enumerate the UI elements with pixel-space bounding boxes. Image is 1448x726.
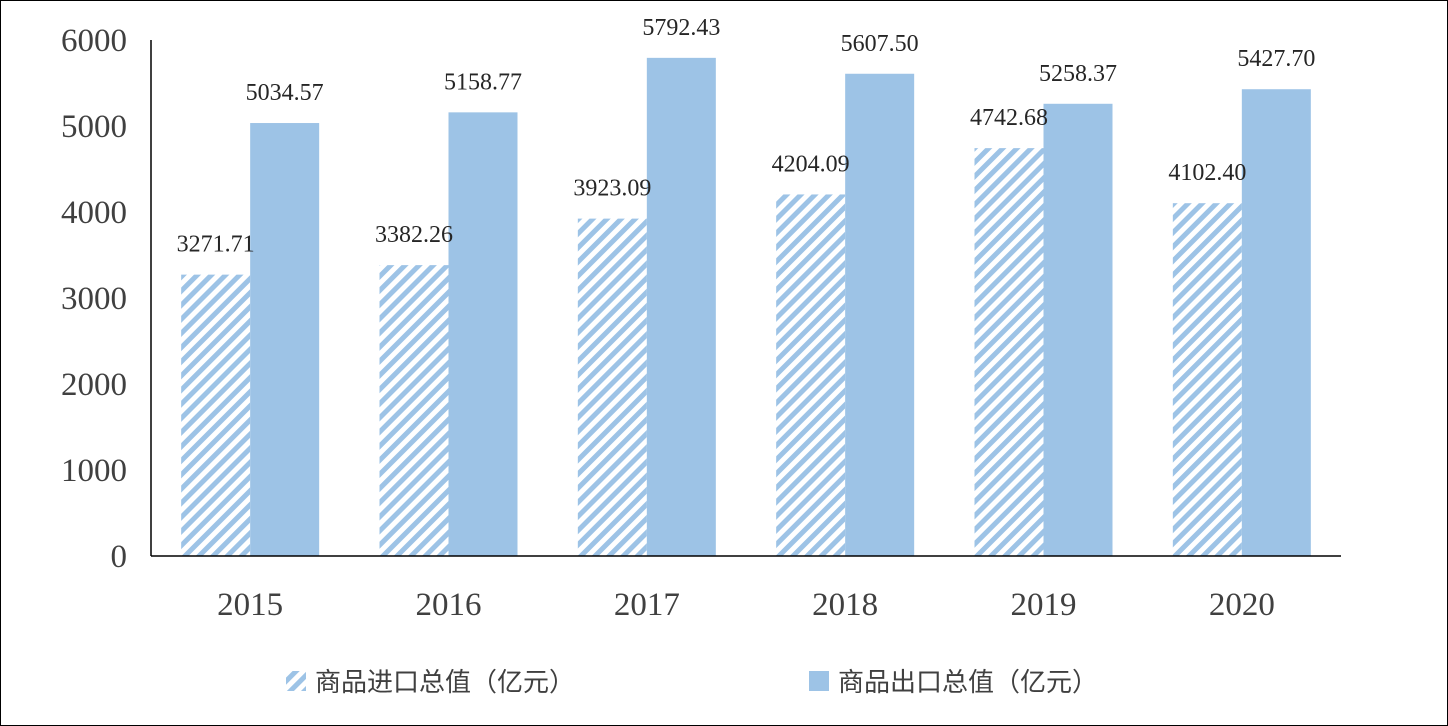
export-value-label-2020: 5427.70 xyxy=(1237,46,1315,72)
y-axis: 0 1000 2000 3000 4000 5000 6000 xyxy=(61,23,152,575)
y-tick-label: 5000 xyxy=(61,109,127,145)
y-tick-label: 1000 xyxy=(61,453,127,489)
legend: 商品进口总值（亿元） 商品出口总值（亿元） xyxy=(286,668,1098,698)
y-tick-label: 2000 xyxy=(61,367,127,403)
import-bar-2015 xyxy=(181,274,251,556)
y-tick-label: 6000 xyxy=(61,23,127,59)
x-tick-label-2015: 2015 xyxy=(217,587,283,623)
export-value-label-2016: 5158.77 xyxy=(444,69,522,95)
export-bar-2019 xyxy=(1043,103,1113,556)
export-bar-2017 xyxy=(646,57,716,557)
y-tick-label: 4000 xyxy=(61,195,127,231)
export-value-label-2018: 5607.50 xyxy=(841,31,919,57)
export-value-label-2017: 5792.43 xyxy=(642,15,720,41)
import-value-label-2019: 4742.68 xyxy=(970,105,1048,131)
export-bar-2016 xyxy=(448,112,518,557)
legend-swatch-1 xyxy=(286,671,306,691)
export-bar-2018 xyxy=(845,73,915,556)
data-labels: 3271.71 5034.57 3382.26 5158.77 3923.09 5792.… xyxy=(177,15,1316,258)
export-bar-2020 xyxy=(1241,89,1311,556)
import-bar-2016 xyxy=(379,265,449,556)
legend-swatch-2 xyxy=(809,671,829,691)
x-tick-label-2020: 2020 xyxy=(1209,587,1275,623)
legend-label-1: 商品进口总值（亿元） xyxy=(315,668,575,698)
x-tick-label-2017: 2017 xyxy=(614,587,680,623)
export-value-label-2019: 5258.37 xyxy=(1039,61,1117,87)
import-value-label-2016: 3382.26 xyxy=(375,222,453,248)
x-tick-label-2018: 2018 xyxy=(812,587,878,623)
import-bar-2017 xyxy=(577,218,647,556)
import-bar-2020 xyxy=(1172,203,1242,556)
bars xyxy=(181,57,1311,557)
import-bar-2018 xyxy=(776,194,846,557)
legend-label-2: 商品出口总值（亿元） xyxy=(838,668,1098,698)
x-tick-label-2019: 2019 xyxy=(1011,587,1077,623)
export-bar-2015 xyxy=(250,123,320,556)
import-bar-2019 xyxy=(974,148,1044,556)
y-tick-label: 3000 xyxy=(61,281,127,317)
import-value-label-2017: 3923.09 xyxy=(573,176,651,202)
import-value-label-2015: 3271.71 xyxy=(177,232,255,258)
x-tick-label-2016: 2016 xyxy=(416,587,482,623)
import-value-label-2018: 4204.09 xyxy=(772,151,850,177)
import-value-label-2020: 4102.40 xyxy=(1168,160,1246,186)
x-axis: 2015 2016 2017 2018 2019 2020 xyxy=(151,555,1341,623)
y-tick-label: 0 xyxy=(111,539,128,575)
export-value-label-2015: 5034.57 xyxy=(246,80,324,106)
